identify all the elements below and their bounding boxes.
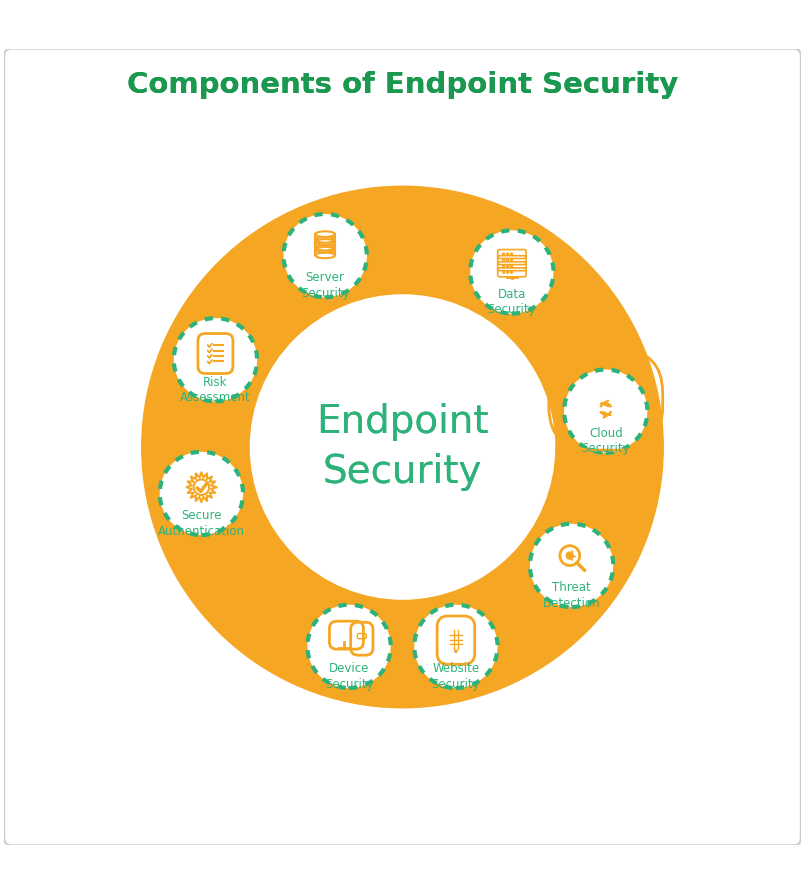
Bar xyxy=(316,242,335,248)
Text: Website
Security: Website Security xyxy=(431,662,481,691)
Circle shape xyxy=(331,244,332,246)
Circle shape xyxy=(331,236,332,238)
Bar xyxy=(316,234,335,240)
Text: Server
Security: Server Security xyxy=(301,272,349,300)
Text: Components of Endpoint Security: Components of Endpoint Security xyxy=(127,71,678,99)
Text: Data
Security: Data Security xyxy=(488,288,536,316)
Circle shape xyxy=(142,186,663,708)
Circle shape xyxy=(415,604,497,688)
Circle shape xyxy=(308,604,390,688)
Circle shape xyxy=(566,552,573,559)
Bar xyxy=(316,249,335,256)
Circle shape xyxy=(530,524,613,607)
Circle shape xyxy=(331,251,332,254)
FancyBboxPatch shape xyxy=(4,48,801,846)
Circle shape xyxy=(174,318,257,401)
Circle shape xyxy=(470,231,554,314)
Text: Cloud
Security: Cloud Security xyxy=(581,427,630,455)
Text: Threat
Detection: Threat Detection xyxy=(543,581,601,610)
Text: Endpoint
Security: Endpoint Security xyxy=(316,403,489,491)
Text: Secure
Authentication: Secure Authentication xyxy=(158,510,245,538)
Text: Endpoint
Security: Endpoint Security xyxy=(316,403,489,491)
Circle shape xyxy=(283,214,367,298)
Circle shape xyxy=(159,451,243,536)
Circle shape xyxy=(455,650,457,653)
Text: Components of Endpoint Security: Components of Endpoint Security xyxy=(127,71,678,99)
Circle shape xyxy=(564,369,647,452)
Circle shape xyxy=(250,295,555,599)
Text: Device
Security: Device Security xyxy=(324,662,374,691)
Text: Risk
Assessment: Risk Assessment xyxy=(180,375,251,404)
